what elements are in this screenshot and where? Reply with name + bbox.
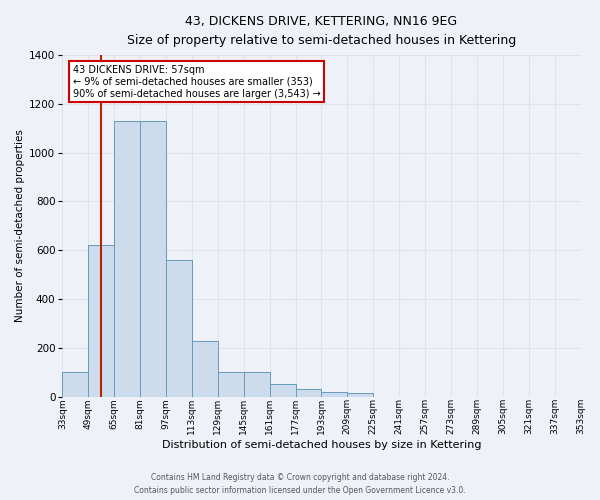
Y-axis label: Number of semi-detached properties: Number of semi-detached properties bbox=[15, 130, 25, 322]
Bar bbox=[114, 121, 140, 396]
Title: 43, DICKENS DRIVE, KETTERING, NN16 9EG
Size of property relative to semi-detache: 43, DICKENS DRIVE, KETTERING, NN16 9EG S… bbox=[127, 15, 516, 47]
Bar bbox=[140, 121, 166, 396]
Text: 43 DICKENS DRIVE: 57sqm
← 9% of semi-detached houses are smaller (353)
90% of se: 43 DICKENS DRIVE: 57sqm ← 9% of semi-det… bbox=[73, 66, 320, 98]
X-axis label: Distribution of semi-detached houses by size in Kettering: Distribution of semi-detached houses by … bbox=[161, 440, 481, 450]
Bar bbox=[269, 384, 296, 396]
Bar bbox=[347, 393, 373, 396]
Bar bbox=[244, 372, 269, 396]
Text: Contains HM Land Registry data © Crown copyright and database right 2024.
Contai: Contains HM Land Registry data © Crown c… bbox=[134, 474, 466, 495]
Bar bbox=[218, 372, 244, 396]
Bar bbox=[322, 392, 347, 396]
Bar bbox=[62, 372, 88, 396]
Bar bbox=[88, 246, 114, 396]
Bar bbox=[296, 390, 322, 396]
Bar bbox=[192, 340, 218, 396]
Bar bbox=[166, 260, 192, 396]
